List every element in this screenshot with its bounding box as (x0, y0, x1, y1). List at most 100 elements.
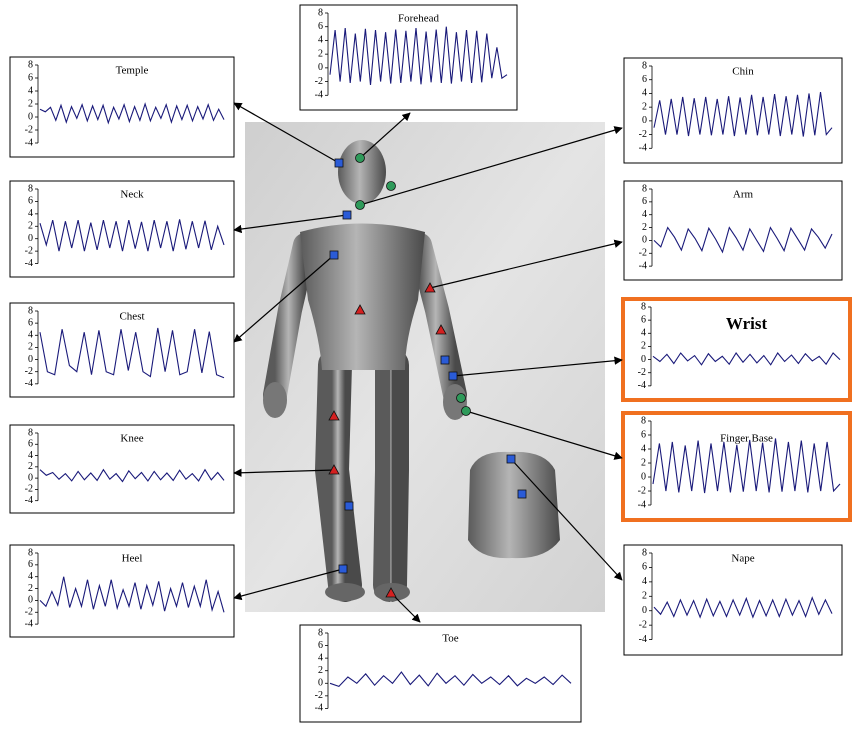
y-tick-label: -2 (25, 607, 33, 618)
waveform (329, 671, 572, 688)
y-tick-label: 8 (642, 547, 647, 558)
y-tick-label: 0 (318, 678, 323, 689)
panel-frame (623, 180, 843, 281)
panel-frame (9, 544, 235, 638)
y-tick-label: 8 (28, 305, 33, 316)
y-tick-label: -2 (639, 619, 647, 630)
y-tick-label: -4 (638, 499, 646, 510)
y-tick-label: 4 (28, 330, 33, 341)
waveform (39, 327, 225, 379)
y-tick-label: -2 (315, 690, 323, 701)
y-tick-label: 4 (28, 208, 33, 219)
panel-title: Chin (732, 66, 754, 78)
y-tick-label: -4 (639, 143, 647, 154)
y-tick-label: -2 (638, 485, 646, 496)
panel-title: Toe (442, 633, 458, 645)
y-tick-label: 4 (28, 450, 33, 461)
waveform (39, 102, 225, 125)
y-tick-label: 6 (318, 21, 323, 32)
waveform (652, 352, 841, 366)
panel-title: Nape (731, 553, 754, 565)
waveform-panel: -4-2 0 2 4 6 8 Arm (623, 180, 843, 281)
panel-title: Wrist (726, 314, 768, 333)
y-tick-label: 2 (641, 457, 646, 468)
y-tick-label: 2 (642, 591, 647, 602)
panel-frame (9, 424, 235, 514)
y-tick-label: 4 (28, 85, 33, 96)
y-tick-label: 4 (641, 328, 646, 339)
y-tick-label: -4 (25, 137, 33, 148)
y-tick-label: 4 (642, 576, 647, 587)
y-tick-label: 0 (28, 111, 33, 122)
waveform (653, 596, 833, 619)
y-tick-label: 8 (641, 415, 646, 426)
y-tick-label: 8 (28, 427, 33, 438)
y-tick-label: -4 (25, 378, 33, 389)
y-tick-label: 2 (28, 98, 33, 109)
y-tick-label: -2 (25, 484, 33, 495)
y-tick-label: -4 (315, 90, 323, 101)
y-tick-label: 0 (28, 472, 33, 483)
y-tick-label: 2 (28, 461, 33, 472)
panel-title: Temple (116, 65, 149, 77)
y-tick-label: -4 (25, 258, 33, 269)
y-tick-label: 8 (642, 60, 647, 71)
panel-frame (621, 411, 852, 522)
y-tick-label: 0 (642, 235, 647, 246)
y-tick-label: 6 (642, 74, 647, 85)
y-tick-label: 6 (642, 562, 647, 573)
y-tick-label: 2 (318, 48, 323, 59)
y-tick-label: 6 (28, 439, 33, 450)
panel-title: Heel (122, 553, 143, 565)
y-tick-label: 8 (318, 627, 323, 638)
y-tick-label: 6 (28, 196, 33, 207)
waveform-panel: -4 -202 46 8 Neck (9, 180, 235, 278)
y-tick-label: 0 (641, 354, 646, 365)
y-tick-label: -2 (25, 124, 33, 135)
sensor-markers (328, 153, 527, 598)
waveform (653, 92, 833, 137)
y-tick-label: 0 (28, 354, 33, 365)
y-tick-label: 0 (642, 605, 647, 616)
waveform-panel: -4 -2 0 2 4 6 8 Wrist (621, 297, 852, 402)
y-tick-label: -2 (25, 245, 33, 256)
panel-title: Knee (120, 433, 143, 445)
y-tick-label: 0 (318, 62, 323, 73)
panel-frame (621, 297, 852, 402)
y-tick-label: 2 (642, 101, 647, 112)
y-tick-label: 0 (641, 471, 646, 482)
y-tick-label: -2 (638, 367, 646, 378)
panel-title: Forehead (398, 13, 439, 25)
waveform (653, 226, 833, 254)
y-tick-label: 8 (642, 183, 647, 194)
waveform (652, 438, 841, 494)
waveform (39, 576, 225, 613)
y-tick-label: 6 (318, 640, 323, 651)
y-tick-label: 2 (28, 342, 33, 353)
y-tick-label: 6 (28, 559, 33, 570)
y-tick-label: 0 (28, 595, 33, 606)
y-tick-label: -2 (315, 76, 323, 87)
panel-frame (9, 302, 235, 398)
y-tick-label: 6 (641, 429, 646, 440)
y-tick-label: -4 (639, 634, 647, 645)
y-tick-label: 4 (642, 88, 647, 99)
y-tick-label: 6 (642, 196, 647, 207)
panel-title: Neck (120, 189, 144, 201)
y-tick-label: 2 (641, 341, 646, 352)
y-tick-label: 8 (28, 59, 33, 70)
y-tick-label: -4 (639, 260, 647, 271)
waveform (39, 468, 225, 483)
y-tick-label: 4 (318, 35, 323, 46)
y-tick-label: 8 (318, 7, 323, 18)
y-tick-label: 2 (28, 583, 33, 594)
y-tick-label: 6 (641, 314, 646, 325)
waveform-panel: -4 -2 0 2 4 6 8 Temple (9, 56, 235, 158)
y-tick-label: 6 (28, 72, 33, 83)
waveform-panel: -4 -20 2 46 8 Toe (299, 624, 582, 723)
panel-title: Finger Base (720, 433, 773, 445)
y-tick-label: 4 (318, 652, 323, 663)
